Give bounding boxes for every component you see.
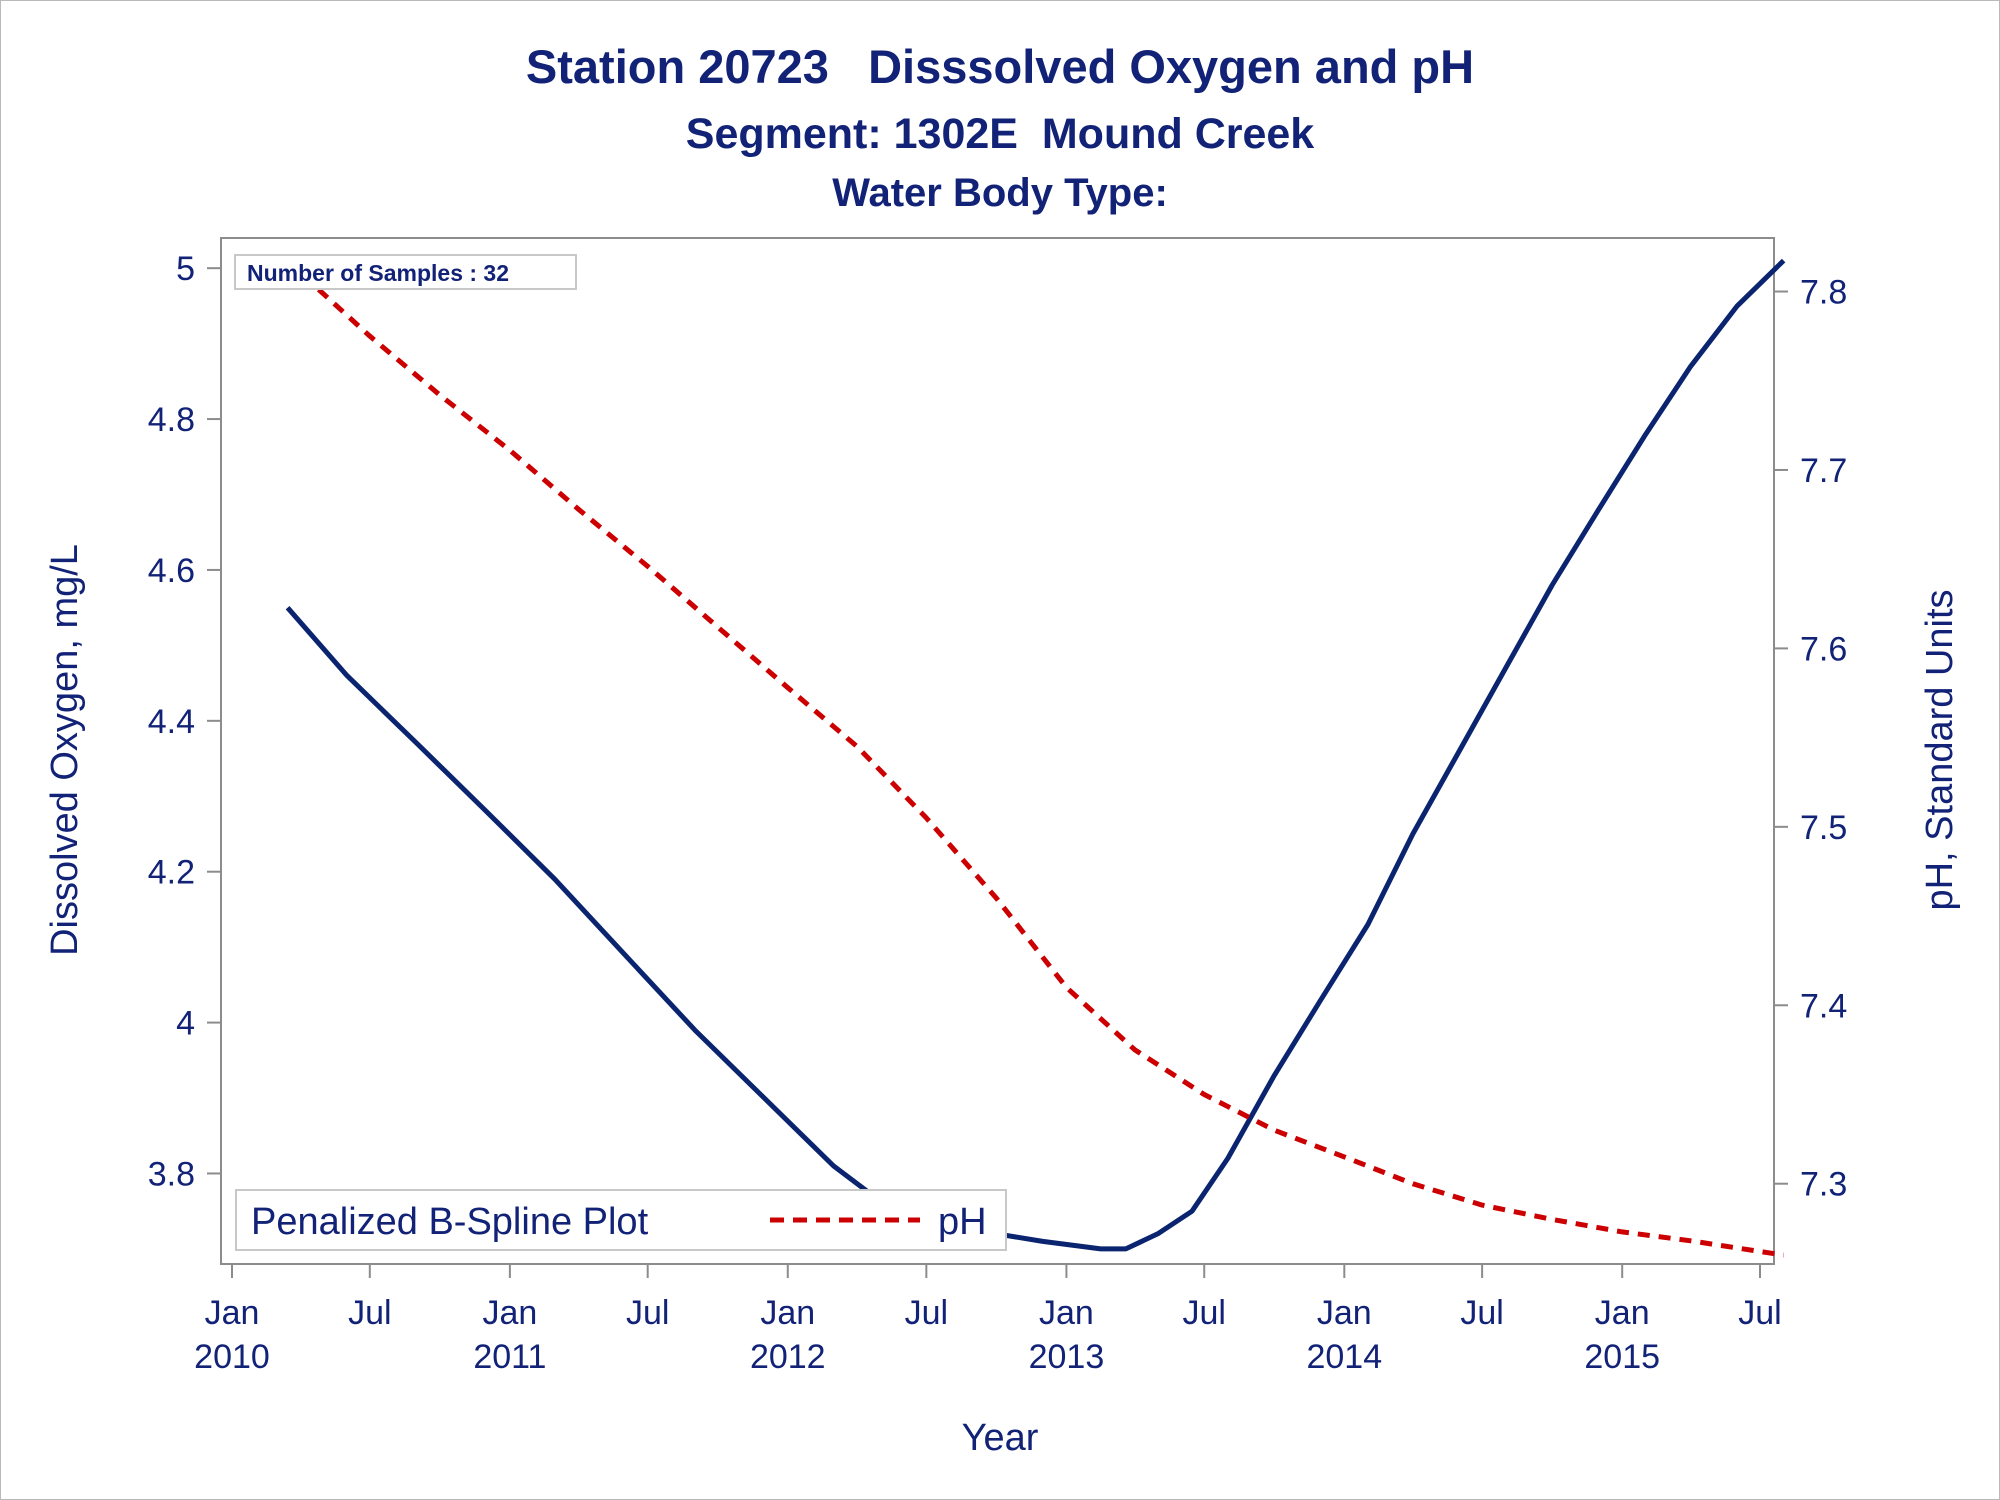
y-tick-label: 4 (176, 1005, 195, 1043)
sample-count-text: Number of Samples : 32 (247, 260, 509, 286)
chart-subtitle: Segment: 1302E Mound Creek (686, 110, 1315, 158)
dissolved-oxygen-series-line (285, 258, 1786, 1252)
sample-count-frame (234, 254, 577, 290)
x-tick-label: Jan (1317, 1294, 1372, 1332)
x-tick-label: Jan (760, 1294, 815, 1332)
y2-tick-label: 7.5 (1800, 809, 1847, 847)
y2-tick-label: 7.6 (1800, 630, 1847, 668)
x-tick-year: 2013 (1029, 1338, 1105, 1376)
x-tick-year: 2012 (750, 1338, 826, 1376)
x-tick-label: Jul (1738, 1294, 1781, 1332)
y-tick-label: 4.2 (148, 854, 195, 892)
y-axis-label: Dissolved Oxygen, mg/L (44, 544, 86, 956)
sample-count-box: Number of Samples : 32 (234, 254, 577, 290)
y2-axis-label: pH, Standard Units (1919, 589, 1961, 910)
x-tick-year: 2010 (194, 1338, 270, 1376)
x-tick-label: Jul (905, 1294, 948, 1332)
y2-tick-label: 7.3 (1800, 1166, 1847, 1204)
legend-frame (235, 1189, 1007, 1251)
series-group (285, 258, 1786, 1258)
x-tick-label: Jan (1039, 1294, 1094, 1332)
chart-subtitle-2: Water Body Type: (832, 171, 1168, 215)
y-tick-label: 4.6 (148, 552, 195, 590)
y2-tick-label: 7.8 (1800, 274, 1847, 312)
x-tick-label: Jul (1460, 1294, 1503, 1332)
x-tick-label: Jan (482, 1294, 537, 1332)
legend-ph-label: pH (938, 1201, 987, 1243)
x-axis-label: Year (962, 1417, 1039, 1459)
y-tick-label: 3.8 (148, 1155, 195, 1193)
legend: Penalized B-Spline Plot pH (235, 1189, 1007, 1251)
x-tick-label: Jul (348, 1294, 391, 1332)
x-tick-year: 2015 (1584, 1338, 1660, 1376)
chart-title: Station 20723 Disssolved Oxygen and pH (526, 40, 1474, 93)
y2-tick-label: 7.4 (1800, 987, 1847, 1025)
y-tick-label: 4.8 (148, 401, 195, 439)
x-tick-label: Jul (1182, 1294, 1225, 1332)
x-tick-label: Jul (626, 1294, 669, 1332)
plot-area (220, 237, 1775, 1265)
x-tick-label: Jan (1595, 1294, 1650, 1332)
y2-tick-label: 7.7 (1800, 452, 1847, 490)
x-tick-label: Jan (205, 1294, 260, 1332)
x-tick-year: 2011 (473, 1338, 546, 1376)
x-tick-year: 2014 (1306, 1338, 1382, 1376)
y-axis-left: 3.8 4 4.2 4.4 4.6 4.8 5 (148, 250, 221, 1193)
legend-title: Penalized B-Spline Plot (251, 1201, 649, 1243)
y-tick-label: 4.4 (148, 703, 195, 741)
x-axis: Jan 2010 Jul Jan 2011 Jul Jan 2012 Jul Jan 2013 Jul… (194, 1263, 1782, 1376)
ph-series-line (285, 259, 1784, 1258)
y-tick-label: 5 (176, 250, 195, 288)
y-axis-right: 7.3 7.4 7.5 7.6 7.7 7.8 (1774, 274, 1847, 1204)
